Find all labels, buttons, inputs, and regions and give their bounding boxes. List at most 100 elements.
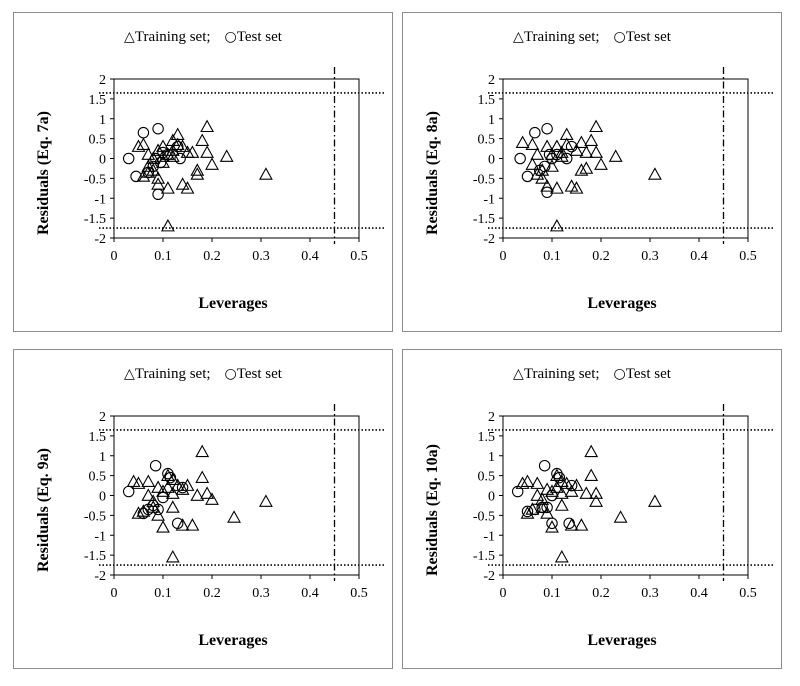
scatter-plot: 2 1.5 1 0.5 0 -0.5 -1 -1.5 -2 0 0.1 0.2 0.3 0.4 0.5 bbox=[473, 67, 773, 264]
y-axis-label: Residuals (Eq. 7a) bbox=[35, 110, 52, 236]
test-point bbox=[529, 503, 541, 516]
y-tick-label: -0.5 bbox=[473, 172, 495, 187]
x-tick-label: 0.5 bbox=[350, 586, 368, 601]
training-point bbox=[549, 139, 564, 152]
x-tick-label: 0.1 bbox=[543, 249, 561, 264]
training-point bbox=[579, 161, 594, 174]
training-point bbox=[190, 163, 205, 176]
training-point bbox=[584, 444, 599, 458]
test-point bbox=[514, 152, 526, 165]
triangle-marker-icon: △ bbox=[124, 366, 135, 382]
test-point bbox=[541, 501, 553, 514]
y-axis-label: Residuals (Eq. 9a) bbox=[35, 447, 52, 573]
training-point bbox=[589, 494, 604, 507]
training-point bbox=[564, 179, 579, 192]
training-point bbox=[151, 171, 166, 184]
x-tick-label: 0.1 bbox=[543, 586, 561, 601]
training-point bbox=[574, 135, 589, 148]
training-point bbox=[141, 159, 156, 172]
legend-test: Test set bbox=[236, 29, 282, 45]
training-point bbox=[258, 494, 273, 507]
legend-test: Test set bbox=[625, 29, 671, 45]
x-tick-label: 0.2 bbox=[203, 249, 221, 264]
x-tick-label: 0.4 bbox=[690, 249, 708, 264]
training-point bbox=[549, 480, 564, 493]
test-point bbox=[122, 485, 135, 498]
training-point bbox=[219, 149, 234, 162]
test-point bbox=[174, 152, 186, 165]
training-point bbox=[151, 480, 166, 493]
chart-legend: △Training set; ○Test set bbox=[14, 366, 392, 383]
y-tick-label: 1 bbox=[488, 450, 495, 465]
training-point bbox=[647, 494, 662, 507]
test-point bbox=[152, 188, 164, 201]
training-point bbox=[554, 549, 569, 563]
test-point bbox=[563, 517, 575, 530]
y-tick-label: -1.5 bbox=[473, 549, 495, 564]
training-point bbox=[175, 482, 190, 495]
x-tick-label: 0.4 bbox=[301, 586, 319, 601]
y-tick-label: 2 bbox=[488, 73, 495, 88]
test-point bbox=[546, 517, 558, 530]
test-point bbox=[546, 489, 558, 502]
training-point bbox=[564, 484, 579, 497]
test-point bbox=[560, 152, 573, 165]
training-point bbox=[200, 145, 215, 158]
test-point bbox=[538, 160, 551, 173]
training-point bbox=[205, 492, 219, 505]
y-tick-label: -1.5 bbox=[84, 212, 106, 227]
training-point bbox=[589, 119, 604, 133]
y-tick-label: 0.5 bbox=[89, 470, 107, 485]
training-point bbox=[136, 137, 151, 150]
chart-panel-eq10a: △Training set; ○Test set 2 1.5 1 0.5 0 -0.5 -1 -… bbox=[402, 349, 782, 669]
test-point bbox=[553, 471, 566, 484]
training-point bbox=[530, 147, 545, 160]
training-point bbox=[584, 468, 599, 481]
training-point bbox=[569, 143, 584, 156]
test-point bbox=[171, 140, 184, 153]
chart-panel-eq8a: △Training set; ○Test set 2 1.5 1 0.5 0 -0.5 -1 -… bbox=[402, 12, 782, 332]
training-point bbox=[131, 139, 146, 152]
test-point bbox=[162, 148, 174, 161]
x-axis-label: Leverages bbox=[587, 295, 657, 312]
legend-training: Training set; bbox=[134, 29, 211, 45]
training-point bbox=[190, 167, 205, 180]
circle-marker-icon: ○ bbox=[613, 29, 626, 45]
training-point bbox=[160, 218, 175, 232]
training-point bbox=[175, 139, 190, 152]
training-point bbox=[126, 474, 141, 487]
training-point bbox=[574, 518, 589, 531]
legend-training: Training set; bbox=[134, 366, 211, 382]
x-tick-label: 0.1 bbox=[154, 586, 172, 601]
training-point bbox=[515, 476, 530, 489]
x-axis-label: Leverages bbox=[198, 295, 268, 312]
training-point bbox=[131, 476, 146, 489]
test-point bbox=[171, 517, 184, 530]
test-point bbox=[551, 148, 563, 161]
training-point bbox=[574, 163, 589, 176]
x-tick-label: 0.4 bbox=[301, 249, 319, 264]
training-point bbox=[579, 486, 594, 499]
training-point bbox=[200, 119, 215, 133]
test-point bbox=[130, 170, 142, 183]
y-tick-label: 0.5 bbox=[478, 133, 496, 148]
y-tick-label: -2 bbox=[94, 232, 106, 247]
training-point bbox=[165, 486, 180, 499]
x-tick-label: 0 bbox=[500, 586, 507, 601]
test-point bbox=[541, 122, 553, 135]
legend-training: Training set; bbox=[523, 29, 600, 45]
x-tick-label: 0.3 bbox=[252, 249, 270, 264]
y-tick-label: -1 bbox=[483, 529, 495, 544]
legend-test: Test set bbox=[236, 366, 282, 382]
test-point bbox=[152, 122, 164, 135]
training-point bbox=[549, 218, 564, 232]
test-point bbox=[541, 186, 553, 199]
training-point bbox=[195, 444, 210, 458]
training-point bbox=[175, 518, 190, 531]
training-point bbox=[647, 167, 662, 180]
training-point bbox=[136, 169, 151, 182]
y-tick-label: -1 bbox=[483, 192, 495, 207]
training-point bbox=[589, 145, 604, 158]
training-point bbox=[515, 135, 530, 148]
legend-test: Test set bbox=[625, 366, 671, 382]
